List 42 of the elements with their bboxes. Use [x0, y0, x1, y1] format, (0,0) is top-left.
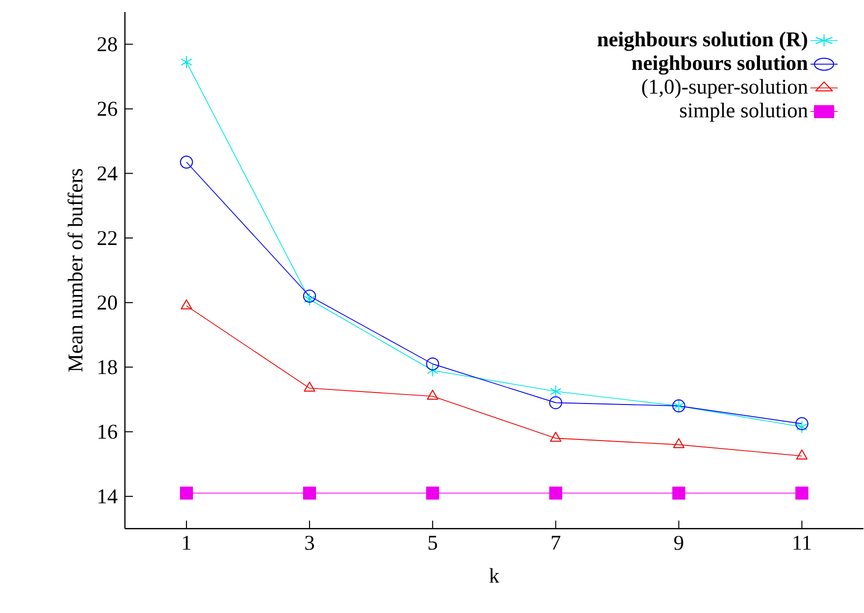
point [550, 385, 562, 398]
y-tick-label: 24 [98, 166, 118, 181]
legend-label: neighbours solution (R) [598, 32, 808, 52]
point [180, 486, 193, 500]
x-tick-label: 1 [183, 536, 190, 550]
point [795, 486, 808, 500]
point [550, 432, 562, 442]
y-tick-label: 28 [98, 37, 117, 52]
point [549, 396, 562, 410]
point [795, 417, 808, 430]
x-axis-title: k [489, 568, 500, 583]
point [180, 156, 193, 169]
point [426, 390, 438, 400]
legend-label: simple solution [680, 102, 808, 122]
x-tick-label: 5 [428, 536, 438, 550]
point [796, 450, 808, 460]
legend-label: neighbours solution [632, 56, 808, 75]
point [796, 420, 808, 434]
point [304, 382, 316, 392]
point [180, 56, 192, 69]
point [303, 290, 316, 303]
point [673, 438, 684, 448]
y-tick-label: 18 [98, 360, 117, 374]
y-tick-label: 16 [98, 424, 118, 440]
x-tick-label: 3 [305, 536, 314, 550]
point [304, 293, 316, 306]
point [549, 486, 562, 500]
y-tick-label: 22 [98, 231, 117, 246]
y-tick-label: 20 [98, 296, 117, 310]
point [672, 486, 686, 500]
y-tick-label: 14 [98, 490, 118, 504]
point [426, 364, 438, 378]
point [180, 300, 192, 310]
legend-label: (1,0)-super-solution [642, 79, 808, 98]
point [303, 486, 316, 500]
point [426, 358, 440, 371]
y-tick-label: 26 [98, 102, 118, 116]
x-tick-label: 9 [674, 536, 684, 550]
x-tick-label: 11 [794, 536, 811, 550]
x-tick-label: 7 [552, 536, 560, 550]
point [426, 486, 440, 500]
y-axis-title: Mean number of buffers [68, 169, 83, 372]
